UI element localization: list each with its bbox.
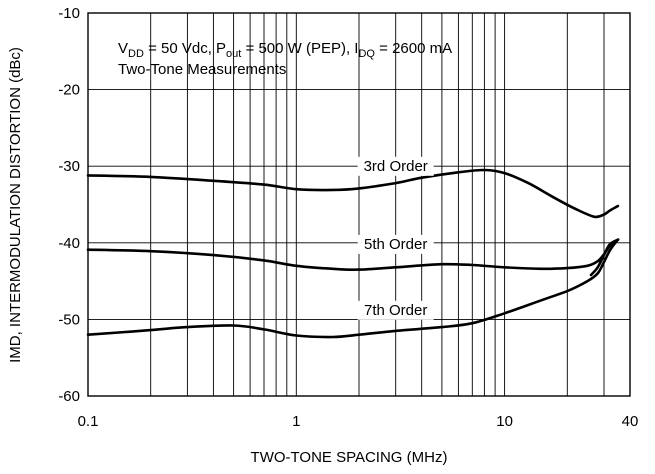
series-label-background: [357, 234, 434, 254]
annotation-segment: = 50 Vdc, P: [144, 40, 226, 57]
annotation-subscript: DD: [128, 48, 144, 60]
annotation-segment: = 500 W (PEP), I: [241, 40, 358, 57]
series-label-5th-order: 5th Order: [364, 236, 427, 253]
series-line-5th-order: [86, 238, 620, 277]
y-tick-label: -40: [58, 235, 80, 252]
measurement-annotation: Two-Tone Measurements: [118, 61, 286, 78]
series-label-background: [357, 156, 434, 176]
series-label-7th-order: 7th Order: [364, 302, 427, 319]
conditions-annotation: VDD = 50 Vdc, Pout = 500 W (PEP), IDQ = …: [118, 40, 452, 60]
x-tick-label: 40: [622, 413, 639, 430]
x-tick-label: 1: [292, 413, 300, 430]
annotation-subscript: DQ: [358, 48, 375, 60]
series-line-3rd-order: [86, 168, 620, 219]
series-labels-layer: 3rd Order 5th Order 7th Order: [357, 156, 434, 320]
x-tick-label: 10: [496, 413, 513, 430]
x-tick-label: 0.1: [78, 413, 99, 430]
annotation-segment: V: [118, 40, 128, 57]
annotation-segment: = 2600 mA: [375, 40, 452, 57]
y-tick-label: -50: [58, 311, 80, 328]
x-axis-title: TWO-TONE SPACING (MHz): [251, 449, 448, 466]
tick-labels-layer: 0.1 1 10 40 -10 -20 -30 -40 -50 -60: [58, 5, 638, 430]
annotation-subscript: out: [226, 48, 241, 60]
y-tick-label: -30: [58, 158, 80, 175]
y-tick-label: -60: [58, 388, 80, 405]
curves-layer: [86, 168, 620, 339]
grid-layer: [88, 13, 630, 396]
y-axis-title: IMD, INTERMODULATION DISTORTION (dBc): [7, 47, 24, 363]
y-tick-label: -20: [58, 82, 80, 99]
plot-frame: [87, 12, 631, 397]
series-label-3rd-order: 3rd Order: [364, 158, 428, 175]
y-tick-label: -10: [58, 5, 80, 22]
series-label-background: [357, 300, 434, 320]
series-line-7th-order: [86, 238, 620, 339]
